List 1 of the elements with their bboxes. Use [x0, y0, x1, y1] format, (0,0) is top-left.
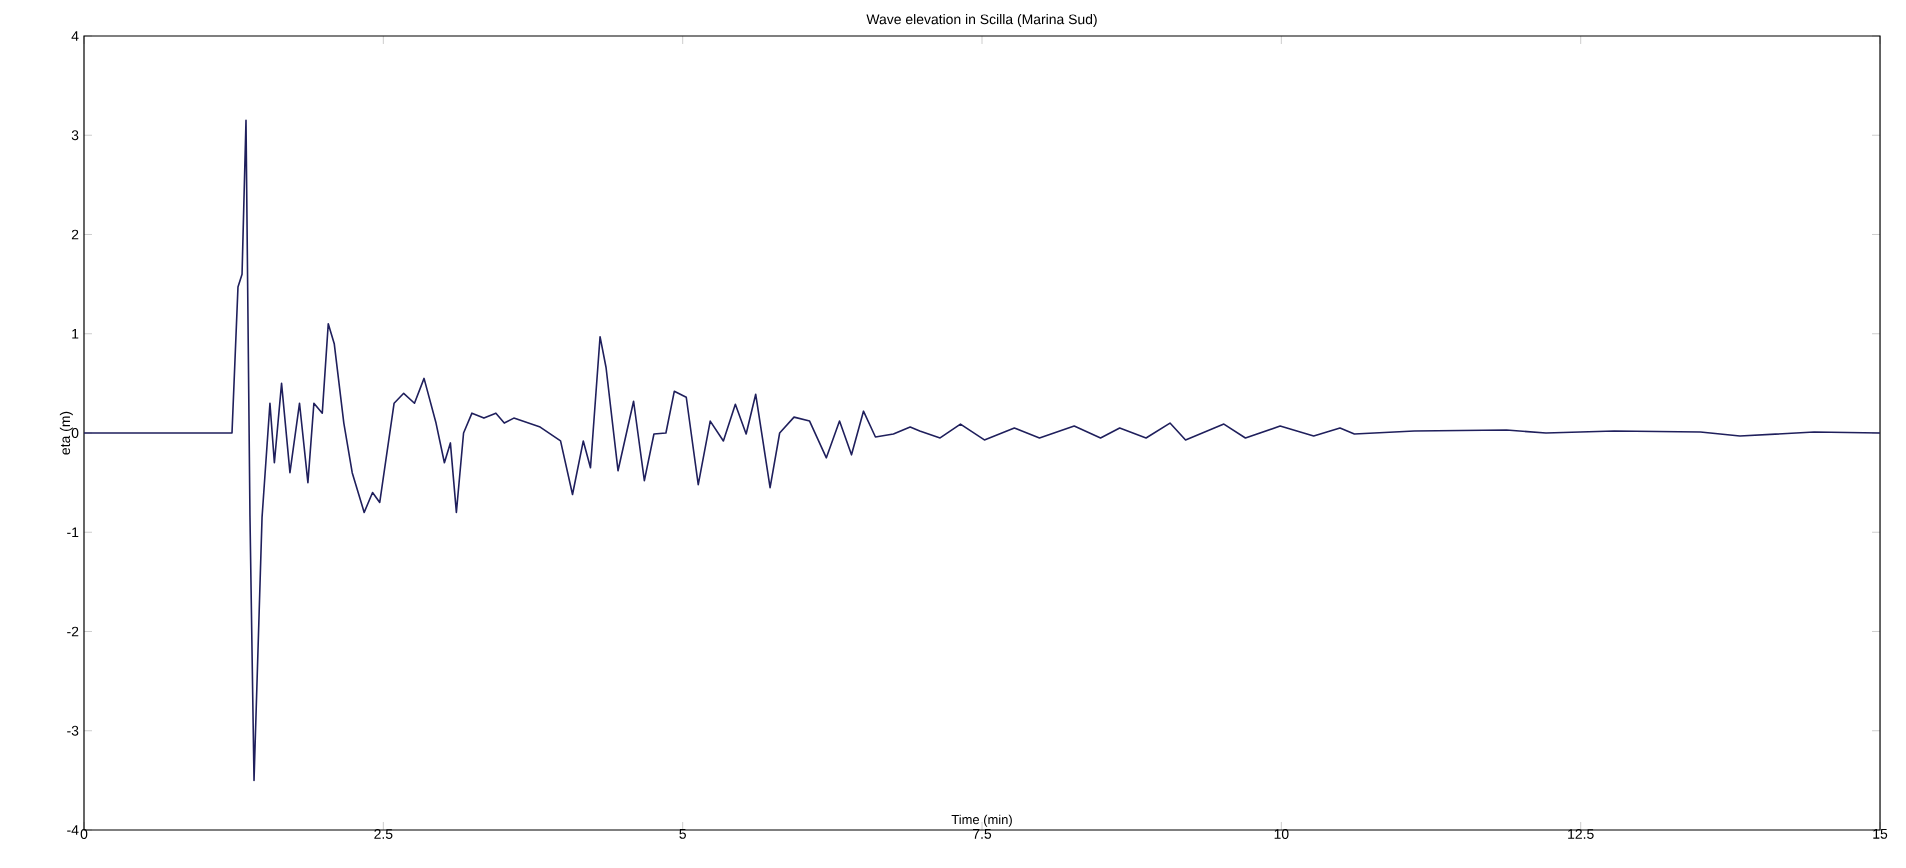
line-series — [84, 119, 1881, 782]
